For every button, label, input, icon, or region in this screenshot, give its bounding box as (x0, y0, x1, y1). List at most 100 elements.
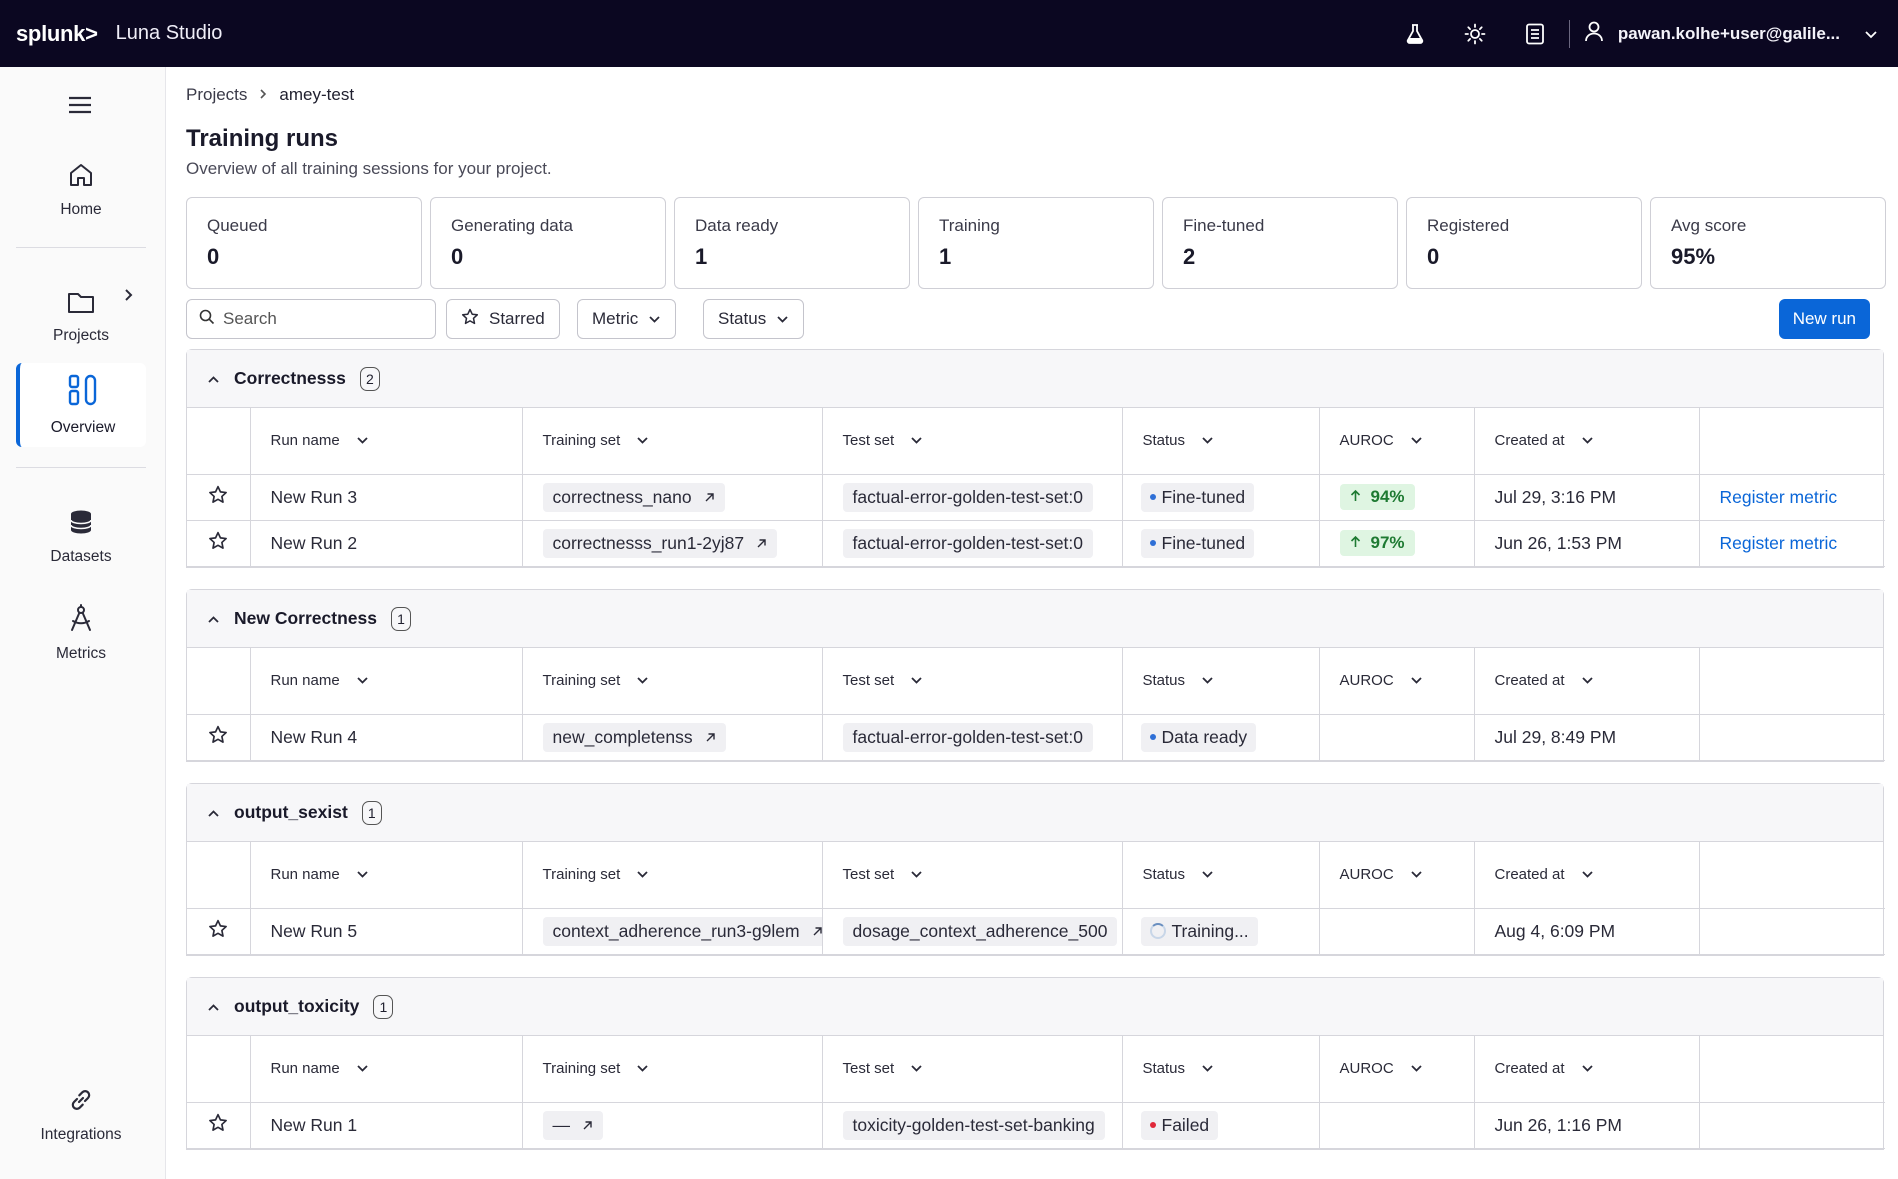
table-row[interactable]: New Run 4 new_completenss factual-error-go… (187, 714, 1885, 761)
column-header-training-set[interactable]: Training set (522, 1036, 823, 1103)
document-icon[interactable] (1505, 14, 1565, 54)
star-cell[interactable] (187, 1102, 251, 1149)
chevron-down-icon[interactable] (910, 672, 923, 689)
chevron-up-icon[interactable] (207, 997, 220, 1017)
column-header-training-set[interactable]: Training set (522, 842, 823, 909)
external-link-icon[interactable] (705, 727, 716, 748)
column-header-run-name[interactable]: Run name (250, 648, 523, 715)
group-header[interactable]: Correctnesss 2 (187, 350, 1883, 408)
column-header-auroc[interactable]: AUROC (1319, 1036, 1475, 1103)
sidebar-item-metrics[interactable]: Metrics (16, 595, 146, 671)
training-set-chip[interactable]: correctness_nano (542, 482, 725, 512)
sun-icon[interactable] (1445, 14, 1505, 54)
chevron-down-icon[interactable] (636, 672, 649, 689)
chevron-down-icon[interactable] (356, 866, 369, 883)
group-header[interactable]: New Correctness 1 (187, 590, 1883, 648)
chevron-down-icon[interactable] (1410, 1060, 1423, 1077)
chevron-up-icon[interactable] (207, 803, 220, 823)
column-header-run-name[interactable]: Run name (250, 1036, 523, 1103)
hamburger-menu-icon[interactable] (68, 95, 92, 120)
chevron-down-icon[interactable] (356, 432, 369, 449)
chevron-down-icon[interactable] (910, 432, 923, 449)
chevron-down-icon[interactable] (1410, 866, 1423, 883)
table-row[interactable]: New Run 1 — toxicity-golden-test-set-banki… (187, 1102, 1885, 1149)
chevron-down-icon[interactable] (636, 1060, 649, 1077)
run-name-cell[interactable]: New Run 3 (250, 474, 523, 521)
test-set-chip[interactable]: factual-error-golden-test-set:0 (842, 482, 1094, 512)
chevron-down-icon[interactable] (636, 432, 649, 449)
search-box[interactable] (186, 299, 436, 339)
user-menu[interactable]: pawan.kolhe+user@galile... (1584, 20, 1878, 47)
breadcrumb-current[interactable]: amey-test (279, 85, 355, 104)
chevron-down-icon[interactable] (910, 1060, 923, 1077)
search-input[interactable] (223, 309, 423, 329)
star-icon[interactable] (208, 485, 228, 509)
column-header-auroc[interactable]: AUROC (1319, 648, 1475, 715)
chevron-down-icon[interactable] (356, 1060, 369, 1077)
chevron-down-icon[interactable] (1581, 866, 1594, 883)
star-icon[interactable] (208, 531, 228, 555)
training-set-chip[interactable]: context_adherence_run3-g9lem (542, 916, 821, 946)
chevron-down-icon[interactable] (1864, 24, 1878, 44)
sidebar-item-home[interactable]: Home (16, 155, 146, 225)
test-set-chip[interactable]: factual-error-golden-test-set:0 (842, 722, 1094, 752)
training-set-chip[interactable]: correctnesss_run1-2yj87 (542, 528, 778, 558)
test-set-chip[interactable]: factual-error-golden-test-set:0 (842, 528, 1094, 558)
column-header-status[interactable]: Status (1122, 648, 1320, 715)
new-run-button[interactable]: New run (1778, 299, 1870, 339)
column-header-status[interactable]: Status (1122, 842, 1320, 909)
external-link-icon[interactable] (704, 487, 715, 508)
training-set-chip[interactable]: — (542, 1110, 603, 1140)
column-header-status[interactable]: Status (1122, 408, 1320, 475)
run-name-cell[interactable]: New Run 4 (250, 714, 523, 761)
sidebar-item-overview[interactable]: Overview (16, 363, 146, 447)
external-link-icon[interactable] (812, 921, 821, 942)
column-header-run-name[interactable]: Run name (250, 408, 523, 475)
star-cell[interactable] (187, 908, 251, 955)
column-header-auroc[interactable]: AUROC (1319, 408, 1475, 475)
metric-filter-button[interactable]: Metric (577, 299, 677, 339)
chevron-down-icon[interactable] (1410, 672, 1423, 689)
run-name-cell[interactable]: New Run 2 (250, 520, 523, 567)
chevron-down-icon[interactable] (1201, 672, 1214, 689)
training-set-chip[interactable]: new_completenss (542, 722, 726, 752)
column-header-test-set[interactable]: Test set (822, 648, 1123, 715)
star-cell[interactable] (187, 520, 251, 567)
test-set-chip[interactable]: dosage_context_adherence_500 (842, 916, 1118, 946)
chevron-down-icon[interactable] (1581, 1060, 1594, 1077)
group-header[interactable]: output_toxicity 1 (187, 978, 1883, 1036)
status-filter-button[interactable]: Status (703, 299, 805, 339)
chevron-down-icon[interactable] (1201, 432, 1214, 449)
table-row[interactable]: New Run 3 correctness_nano factual-error-g… (187, 474, 1885, 521)
column-header-training-set[interactable]: Training set (522, 408, 823, 475)
column-header-created-at[interactable]: Created at (1474, 408, 1700, 475)
column-header-training-set[interactable]: Training set (522, 648, 823, 715)
run-name-cell[interactable]: New Run 1 (250, 1102, 523, 1149)
test-set-chip[interactable]: toxicity-golden-test-set-banking (842, 1110, 1105, 1140)
chevron-right-icon[interactable] (124, 287, 134, 307)
column-header-created-at[interactable]: Created at (1474, 648, 1700, 715)
star-cell[interactable] (187, 714, 251, 761)
chevron-down-icon[interactable] (1201, 1060, 1214, 1077)
chevron-down-icon[interactable] (356, 672, 369, 689)
sidebar-item-projects[interactable]: Projects (16, 279, 146, 355)
star-icon[interactable] (208, 919, 228, 943)
chevron-down-icon[interactable] (1201, 866, 1214, 883)
star-icon[interactable] (208, 725, 228, 749)
chevron-down-icon[interactable] (1410, 432, 1423, 449)
column-header-test-set[interactable]: Test set (822, 1036, 1123, 1103)
group-header[interactable]: output_sexist 1 (187, 784, 1883, 842)
table-row[interactable]: New Run 5 context_adherence_run3-g9lem dos… (187, 908, 1885, 955)
flask-icon[interactable] (1385, 14, 1445, 54)
chevron-down-icon[interactable] (636, 866, 649, 883)
register-metric-link[interactable]: Register metric (1719, 486, 1838, 507)
chevron-down-icon[interactable] (1581, 672, 1594, 689)
column-header-created-at[interactable]: Created at (1474, 1036, 1700, 1103)
breadcrumb-projects[interactable]: Projects (186, 85, 248, 104)
run-name-cell[interactable]: New Run 5 (250, 908, 523, 955)
table-row[interactable]: New Run 2 correctnesss_run1-2yj87 factual-… (187, 520, 1885, 567)
chevron-down-icon[interactable] (1581, 432, 1594, 449)
brand[interactable]: splunk> Luna Studio (16, 21, 222, 47)
register-metric-link[interactable]: Register metric (1719, 532, 1838, 553)
chevron-up-icon[interactable] (207, 369, 220, 389)
